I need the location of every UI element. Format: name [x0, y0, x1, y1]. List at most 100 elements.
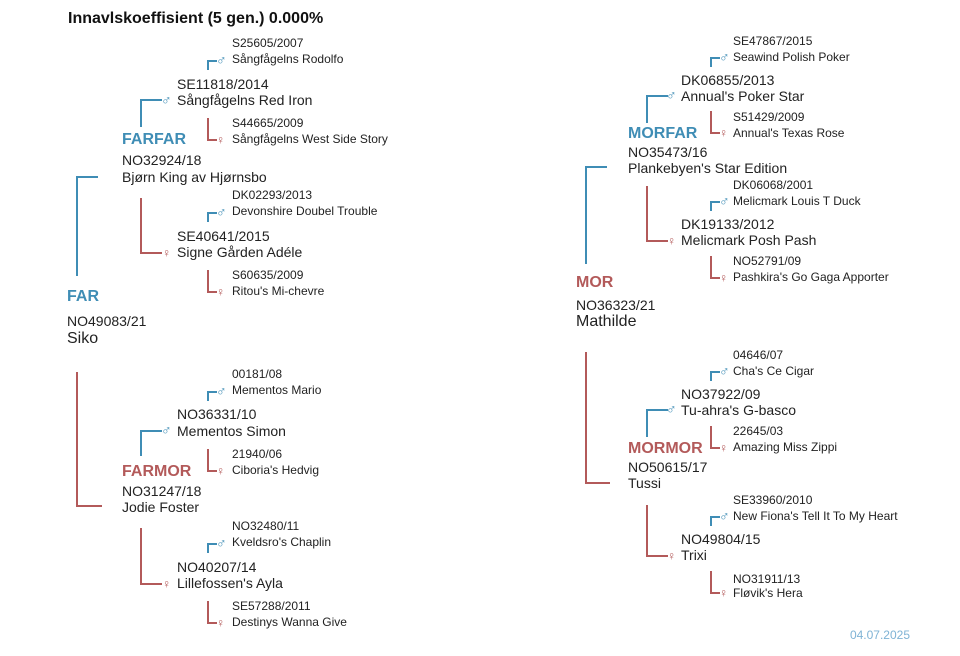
- farfar-reg: NO32924/18: [122, 152, 202, 168]
- g4-m-name[interactable]: Cha's Ce Cigar: [733, 364, 814, 378]
- female-symbol-icon: ♀: [719, 126, 728, 140]
- g4-c-name[interactable]: Devonshire Doubel Trouble: [232, 204, 378, 218]
- g4-b-name[interactable]: Sångfågelns West Side Story: [232, 132, 388, 146]
- connector-far-farmor-horizontal: [76, 505, 102, 507]
- mm-dam-name[interactable]: Trixi: [681, 547, 707, 563]
- g4-g-reg: NO32480/11: [232, 519, 300, 533]
- connector-g4-c-vertical: [207, 212, 209, 222]
- male-symbol-icon: ♂: [161, 422, 172, 438]
- connector-g4-c-horizontal: [207, 212, 217, 214]
- g4-k-name[interactable]: Melicmark Louis T Duck: [733, 194, 861, 208]
- morfar-role-label: MORFAR: [628, 125, 698, 142]
- farmor-name[interactable]: Jodie Foster: [122, 499, 200, 515]
- fm-sire-reg: NO36331/10: [177, 406, 257, 422]
- fm-dam-name[interactable]: Lillefossen's Ayla: [177, 575, 283, 591]
- connector-mormor-sire-vertical: [646, 409, 648, 437]
- connector-farfar-dam-vertical: [140, 198, 142, 252]
- connector-g4-k-vertical: [710, 201, 712, 211]
- connector-morfar-sire-horizontal: [646, 95, 668, 97]
- connector-g4-l-vertical: [710, 256, 712, 278]
- female-symbol-icon: ♀: [667, 549, 676, 563]
- connector-far-farfar-horizontal: [76, 176, 98, 178]
- mf-sire-name[interactable]: Annual's Poker Star: [681, 88, 805, 104]
- g4-l-reg: NO52791/09: [733, 254, 802, 268]
- sire-name[interactable]: Siko: [67, 330, 99, 347]
- g4-p-name[interactable]: Fløvik's Hera: [733, 586, 803, 600]
- g4-o-reg: SE33960/2010: [733, 493, 813, 507]
- g4-o-name[interactable]: New Fiona's Tell It To My Heart: [733, 509, 898, 523]
- g4-l-name[interactable]: Pashkira's Go Gaga Apporter: [733, 270, 889, 284]
- mm-dam-reg: NO49804/15: [681, 531, 761, 547]
- g4-d-reg: S60635/2009: [232, 268, 304, 282]
- g4-h-name[interactable]: Destinys Wanna Give: [232, 615, 347, 629]
- g4-f-name[interactable]: Ciboria's Hedvig: [232, 463, 319, 477]
- farmor-reg: NO31247/18: [122, 483, 202, 499]
- g4-i-name[interactable]: Seawind Polish Poker: [733, 50, 850, 64]
- male-symbol-icon: ♂: [216, 52, 227, 68]
- g4-e-reg: 00181/08: [232, 367, 283, 381]
- connector-g4-p-vertical: [710, 571, 712, 593]
- connector-g4-i-vertical: [710, 57, 712, 67]
- g4-p-reg: NO31911/13: [733, 572, 801, 586]
- connector-g4-h-horizontal: [207, 622, 217, 624]
- female-symbol-icon: ♀: [216, 133, 225, 147]
- female-symbol-icon: ♀: [719, 586, 728, 600]
- mormor-role-label: MORMOR: [628, 440, 703, 457]
- mf-dam-reg: DK19133/2012: [681, 216, 775, 232]
- connector-g4-m-horizontal: [710, 371, 720, 373]
- g4-f-reg: 21940/06: [232, 447, 283, 461]
- male-symbol-icon: ♂: [161, 92, 172, 108]
- g4-j-reg: S51429/2009: [733, 110, 805, 124]
- connector-g4-g-vertical: [207, 543, 209, 553]
- dam-reg: NO36323/21: [576, 297, 656, 313]
- connector-g4-m-vertical: [710, 371, 712, 381]
- male-symbol-icon: ♂: [216, 204, 227, 220]
- g4-d-name[interactable]: Ritou's Mi-chevre: [232, 284, 325, 298]
- g4-a-name[interactable]: Sångfågelns Rodolfo: [232, 52, 344, 66]
- date-stamp: 04.07.2025: [849, 628, 910, 642]
- connector-g4-o-vertical: [710, 516, 712, 526]
- g4-a-reg: S25605/2007: [232, 36, 304, 50]
- connector-mor-morfar-horizontal: [585, 166, 607, 168]
- connector-far-farfar-vertical: [76, 176, 78, 276]
- g4-n-name[interactable]: Amazing Miss Zippi: [733, 440, 838, 454]
- connector-g4-b-horizontal: [207, 139, 217, 141]
- female-symbol-icon: ♀: [719, 271, 728, 285]
- mm-sire-name[interactable]: Tu-ahra's G-basco: [681, 402, 796, 418]
- dam-name[interactable]: Mathilde: [576, 313, 637, 330]
- fm-sire-name[interactable]: Mementos Simon: [177, 423, 286, 439]
- connector-g4-n-vertical: [710, 426, 712, 448]
- g4-k-reg: DK06068/2001: [733, 178, 814, 192]
- connector-morfar-dam-vertical: [646, 186, 648, 241]
- male-symbol-icon: ♂: [216, 535, 227, 551]
- male-symbol-icon: ♂: [719, 193, 730, 209]
- connector-morfar-dam-horizontal: [646, 240, 668, 242]
- farfar-name[interactable]: Bjørn King av Hjørnsbo: [122, 169, 267, 185]
- connector-morfar-sire-vertical: [646, 95, 648, 123]
- male-symbol-icon: ♂: [719, 49, 730, 65]
- connector-g4-e-vertical: [207, 391, 209, 401]
- inbreeding-coefficient-title: Innavlskoeffisient (5 gen.) 0.000%: [68, 10, 324, 27]
- mf-dam-name[interactable]: Melicmark Posh Pash: [681, 232, 817, 248]
- connector-g4-f-horizontal: [207, 470, 217, 472]
- connector-farfar-sire-horizontal: [140, 99, 162, 101]
- ff-sire-name[interactable]: Sångfågelns Red Iron: [177, 92, 313, 108]
- female-symbol-icon: ♀: [216, 464, 225, 478]
- connector-farfar-sire-vertical: [140, 99, 142, 127]
- male-symbol-icon: ♂: [719, 508, 730, 524]
- connector-mor-mormor-horizontal: [585, 482, 610, 484]
- connector-farmor-sire-horizontal: [140, 430, 162, 432]
- g4-j-name[interactable]: Annual's Texas Rose: [733, 126, 845, 140]
- ff-dam-name[interactable]: Signe Gården Adéle: [177, 244, 303, 260]
- mormor-name[interactable]: Tussi: [628, 475, 661, 491]
- connector-mor-mormor-vertical: [585, 352, 587, 484]
- connector-farfar-dam-horizontal: [140, 252, 162, 254]
- g4-g-name[interactable]: Kveldsro's Chaplin: [232, 535, 332, 549]
- g4-b-reg: S44665/2009: [232, 116, 304, 130]
- connector-g4-k-horizontal: [710, 201, 720, 203]
- connector-g4-b-vertical: [207, 118, 209, 140]
- connector-g4-l-horizontal: [710, 277, 720, 279]
- g4-e-name[interactable]: Mementos Mario: [232, 383, 322, 397]
- morfar-name[interactable]: Plankebyen's Star Edition: [628, 160, 788, 176]
- female-symbol-icon: ♀: [162, 577, 171, 591]
